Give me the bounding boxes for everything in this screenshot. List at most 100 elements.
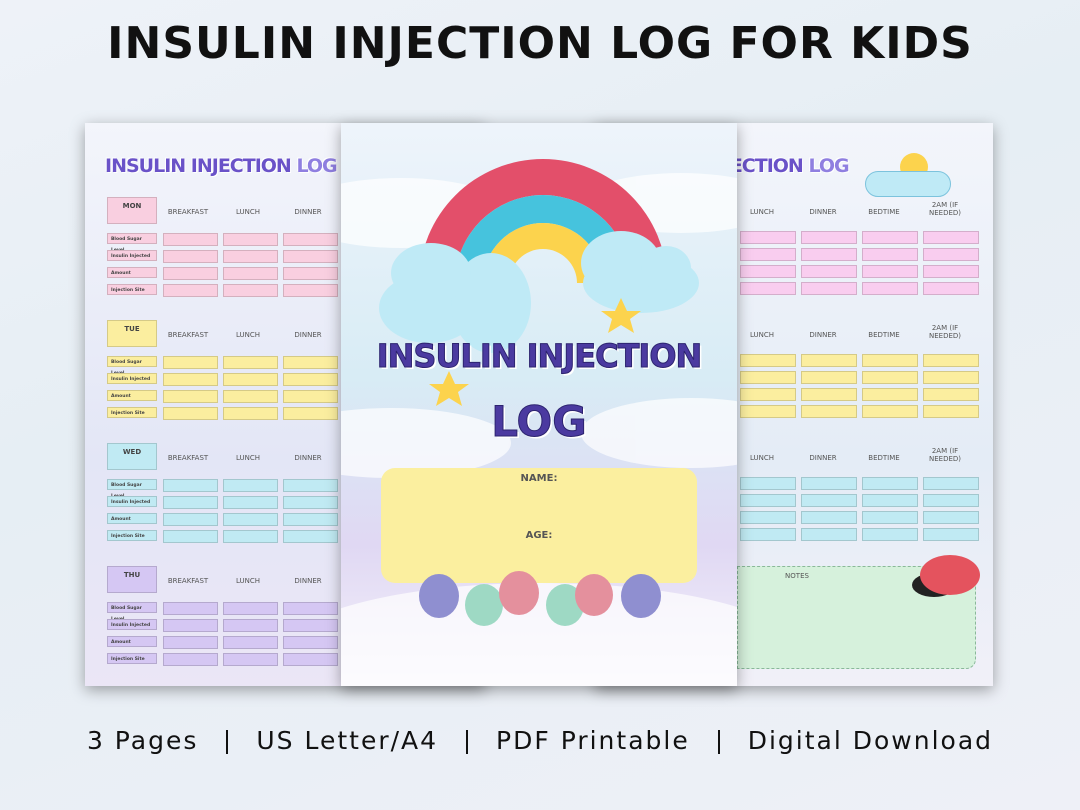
cell (923, 371, 979, 384)
cell (923, 248, 979, 261)
cell (163, 636, 218, 649)
column-header: DINNER (294, 208, 322, 216)
column-header: DINNER (294, 331, 322, 339)
cover-subtitle: LOG (491, 397, 587, 447)
row-label: Injection Site (107, 284, 157, 295)
cell (801, 388, 857, 401)
cell (740, 371, 796, 384)
notes-label: NOTES (785, 572, 809, 580)
cell (862, 388, 918, 401)
column-header: BEDTIME (868, 454, 900, 462)
cell (163, 407, 218, 420)
row-label: Injection Site (107, 653, 157, 664)
separator (466, 730, 469, 754)
cell (283, 530, 338, 543)
cell (223, 602, 278, 615)
cell (862, 494, 918, 507)
cell (283, 233, 338, 246)
cell (801, 231, 857, 244)
cell (223, 267, 278, 280)
cell (163, 619, 218, 632)
cell (740, 405, 796, 418)
column-header: BREAKFAST (167, 208, 209, 216)
row-label: Amount (107, 513, 157, 524)
column-header: DINNER (294, 577, 322, 585)
cell (740, 282, 796, 295)
ladybug (920, 555, 980, 595)
cell (862, 405, 918, 418)
page-title-main: INSULIN INJECTION (105, 155, 292, 177)
cell (163, 653, 218, 666)
column-header: BREAKFAST (167, 454, 209, 462)
cell (283, 250, 338, 263)
cell (923, 231, 979, 244)
row-label: Injection Site (107, 530, 157, 541)
star (601, 298, 641, 333)
column-header: 2AM (IF NEEDED) (928, 447, 962, 463)
column-header: BREAKFAST (167, 331, 209, 339)
cell (740, 231, 796, 244)
cell (223, 390, 278, 403)
cell (163, 356, 218, 369)
rainbow-clouds (379, 231, 699, 353)
column-header: 2AM (IF NEEDED) (928, 324, 962, 340)
column-header: LUNCH (235, 331, 261, 339)
cell (923, 511, 979, 524)
cell (283, 636, 338, 649)
cell (862, 248, 918, 261)
cell (163, 602, 218, 615)
footer-item: US Letter/A4 (256, 726, 439, 755)
cell (283, 513, 338, 526)
cell (801, 511, 857, 524)
cell (740, 265, 796, 278)
cell (283, 390, 338, 403)
row-label: Amount (107, 267, 157, 278)
column-header: LUNCH (749, 331, 775, 339)
cell (801, 528, 857, 541)
cell (862, 371, 918, 384)
cell (223, 356, 278, 369)
cell (801, 248, 857, 261)
cell (283, 284, 338, 297)
cell (223, 513, 278, 526)
main-title: INSULIN INJECTION LOG FOR KIDS (107, 18, 973, 69)
cover-art (341, 159, 737, 686)
cell (223, 636, 278, 649)
cell (801, 282, 857, 295)
cell (223, 250, 278, 263)
cell (283, 407, 338, 420)
cell (862, 528, 918, 541)
cell (740, 494, 796, 507)
cell (283, 373, 338, 386)
cell (801, 354, 857, 367)
column-header: DINNER (809, 208, 837, 216)
row-label: Injection Site (107, 407, 157, 418)
day-label: THU (107, 566, 157, 593)
cell (163, 250, 218, 263)
cell (923, 265, 979, 278)
page-title: INSULIN INJECTION LOG (105, 155, 338, 177)
cell (223, 233, 278, 246)
cell (223, 479, 278, 492)
cell (283, 602, 338, 615)
balloons (419, 571, 661, 626)
cell (163, 530, 218, 543)
cell (163, 496, 218, 509)
cell (740, 477, 796, 490)
rainbow-blue (455, 195, 631, 283)
cell (740, 511, 796, 524)
cell (862, 511, 918, 524)
row-label: Blood Sugar Level (107, 356, 157, 376)
cell (223, 530, 278, 543)
star (429, 371, 469, 406)
cell (740, 528, 796, 541)
cell (223, 653, 278, 666)
footer: 3 Pages US Letter/A4 PDF Printable Digital … (0, 726, 1080, 755)
cell (163, 267, 218, 280)
footer-item: PDF Printable (496, 726, 690, 755)
day-label: WED (107, 443, 157, 470)
cell (923, 528, 979, 541)
cell (223, 619, 278, 632)
cloud (865, 171, 951, 197)
cell (740, 388, 796, 401)
